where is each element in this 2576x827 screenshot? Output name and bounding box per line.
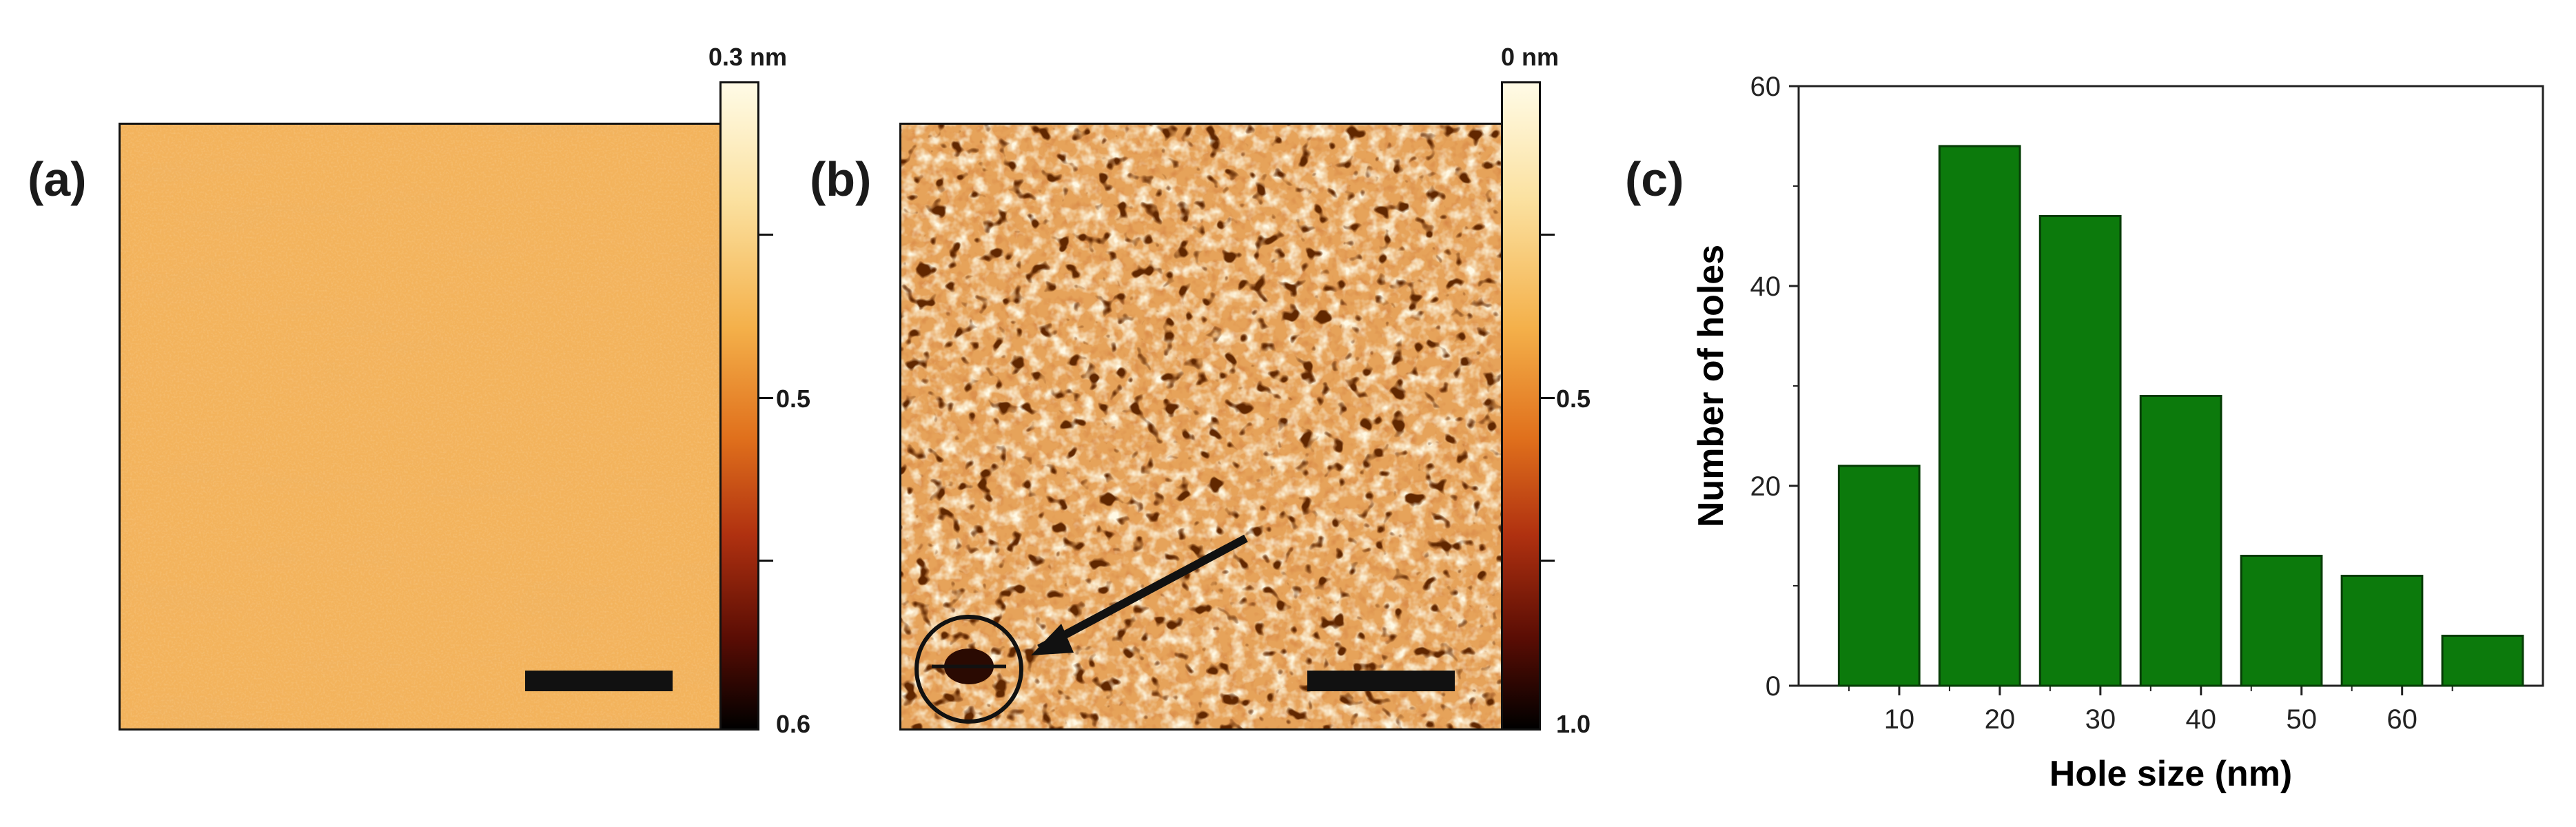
scale-bar-a (525, 671, 673, 691)
y-axis-label: Number of holes (1691, 245, 1731, 527)
colorbar-a-mid-label: 0.5 (776, 385, 811, 413)
colorbar-a-tick (758, 234, 773, 236)
colorbar-a-top-label: 0.3 nm (708, 43, 788, 71)
colorbar-b-bottom-label: 1.0 (1556, 710, 1591, 738)
y-tick-label: 0 (1766, 671, 1781, 702)
colorbar-b-tick (1540, 560, 1555, 562)
colorbar-b-mid-label: 0.5 (1556, 385, 1591, 413)
histogram-axes: 0 20 40 60 10 20 30 40 50 60 (1750, 72, 2544, 735)
panel-a-label: (a) (28, 152, 87, 206)
panel-c-label: (c) (1625, 152, 1684, 206)
colorbar-a-tick (758, 560, 773, 562)
afm-image-a (119, 123, 722, 731)
histogram-bar-7 (2441, 635, 2524, 687)
histogram-bars (1837, 145, 2524, 687)
x-tick-label: 40 (2186, 704, 2217, 735)
histogram-bar-1 (1837, 464, 1921, 687)
afm-image-b (899, 123, 1503, 731)
x-tick-label: 60 (2386, 704, 2417, 735)
hole-size-histogram: 0 20 40 60 10 20 30 40 50 60 Hole size (nm) Numbe… (1691, 72, 2544, 794)
scale-bar-b (1307, 671, 1455, 691)
x-tick-label: 50 (2286, 704, 2317, 735)
x-axis-label: Hole size (nm) (2049, 754, 2293, 794)
colorbar-a-tick (758, 397, 773, 399)
x-tick-label: 20 (1985, 704, 2016, 735)
histogram-bar-4 (2139, 395, 2222, 687)
colorbar-b-top-label: 0 nm (1501, 43, 1560, 71)
x-tick-label: 30 (2085, 704, 2116, 735)
colorbar-b-tick (1540, 397, 1555, 399)
histogram-bar-3 (2038, 215, 2122, 687)
panel-b-label: (b) (810, 152, 872, 206)
colorbar-b-tick (1540, 234, 1555, 236)
histogram-bar-2 (1938, 145, 2021, 687)
x-tick-label: 10 (1884, 704, 1915, 735)
histogram-bar-5 (2240, 555, 2323, 687)
y-tick-label: 40 (1750, 272, 1781, 302)
y-tick-label: 20 (1750, 471, 1781, 502)
y-tick-label: 60 (1750, 72, 1781, 102)
colorbar-a (719, 81, 759, 731)
colorbar-b (1501, 81, 1541, 731)
histogram-bar-6 (2340, 575, 2424, 687)
colorbar-a-bottom-label: 0.6 (776, 710, 811, 738)
